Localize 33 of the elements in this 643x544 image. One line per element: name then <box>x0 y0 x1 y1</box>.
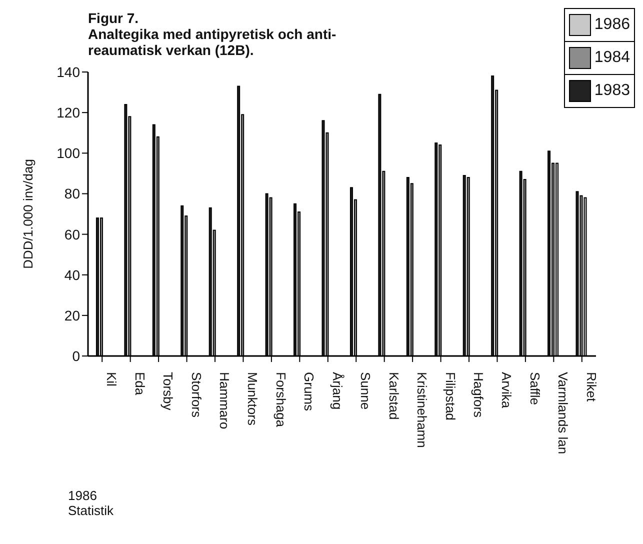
y-tick-label: 40 <box>64 266 80 283</box>
chart-title: Figur 7. <box>88 10 140 26</box>
y-tick-label: 80 <box>64 186 80 202</box>
x-tick-label: Forshaga <box>273 372 288 428</box>
y-tick-label: 140 <box>56 64 80 80</box>
x-tick-label: Hagfors <box>471 372 486 418</box>
legend-label: 1984 <box>565 41 634 74</box>
y-tick-label: 120 <box>56 104 80 121</box>
x-tick-label: Torsby <box>160 372 176 411</box>
x-tick-label: Årjang <box>330 372 345 410</box>
y-tick-label: 0 <box>72 348 80 364</box>
x-tick-label: Grums <box>302 372 317 412</box>
y-tick-label: 20 <box>64 307 80 324</box>
text: 1986 Statistik <box>68 488 114 518</box>
x-tick-label: Karlstad <box>386 372 402 420</box>
x-tick-label: Storfors <box>188 372 204 418</box>
x-tick-label: Munktors <box>245 372 260 426</box>
chart-subtitle: Analtegika med antipyretisk och anti- reaumatisk verkan (12B). <box>88 26 336 58</box>
x-tick-label: Varmlands lan <box>556 372 571 454</box>
x-tick-label: Sunne <box>358 372 374 410</box>
x-tick-label: Saffle <box>527 372 542 406</box>
x-tick-label: Eda <box>132 372 148 396</box>
x-tick-label: Riket <box>584 372 599 402</box>
x-tick-label: Arvika <box>499 372 514 409</box>
x-tick-label: Filipstad <box>442 372 458 420</box>
y-axis-title: DDD/1.000 inv/dag <box>20 159 36 269</box>
y-tick-label: 60 <box>64 226 80 242</box>
x-tick-label: Kristinehamn <box>414 372 430 448</box>
y-tick-label: 100 <box>56 145 80 162</box>
x-tick-label: Kil <box>104 372 120 387</box>
x-tick-label: Hammaro <box>217 372 232 430</box>
legend-label: 1983 <box>565 74 634 107</box>
legend-label: 1986 <box>593 15 631 35</box>
